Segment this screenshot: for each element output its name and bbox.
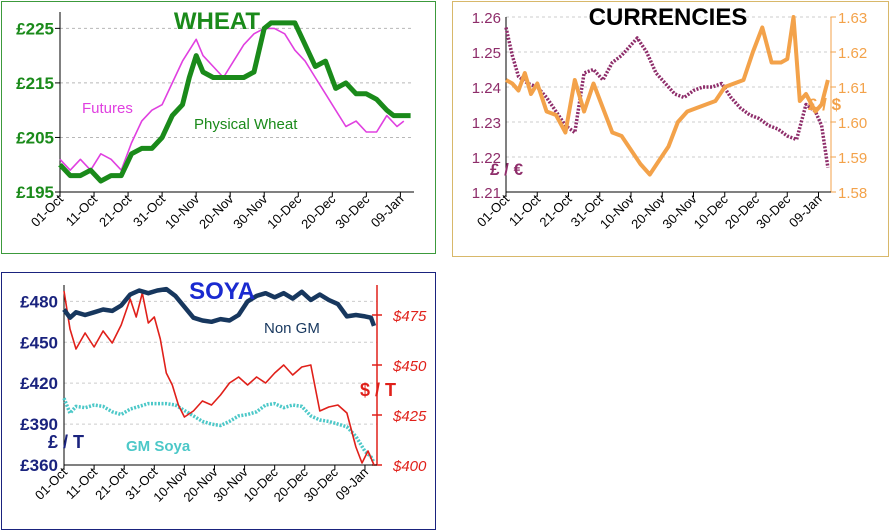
- gbp-usd-axis-label: £ / $: [808, 95, 842, 114]
- wheat-chart-title: WHEAT: [174, 8, 261, 35]
- currencies-left-tick-label: 1.22: [472, 150, 501, 167]
- soya-x-tick-label: 09-Jan: [332, 465, 371, 504]
- currencies-chart: 1.21 1.22 1.23 1.24 1.25 1.26 1.58 1.59 1.60 1.61…: [472, 4, 867, 232]
- wheat-x-tick-label: 10-Dec: [264, 191, 305, 232]
- currencies-x-tick-label: 09-Jan: [786, 192, 825, 231]
- wheat-y-tick-label: £215: [16, 74, 54, 93]
- wheat-x-tick-label: 20-Nov: [196, 191, 237, 232]
- wheat-x-tick-label: 20-Dec: [298, 191, 339, 232]
- wheat-futures-label: Futures: [82, 100, 133, 117]
- wheat-x-tick-label: 30-Dec: [332, 191, 373, 232]
- soya-left-tick-label: £360: [20, 456, 58, 475]
- currencies-left-tick-label: 1.24: [472, 80, 501, 97]
- wheat-y-tick-label: £205: [16, 128, 54, 147]
- wheat-x-tick-label: 10-Nov: [162, 191, 203, 232]
- gbp-eur-line: [504, 27, 830, 168]
- wheat-chart-panel: £195 £205 £215 £225 01-Oct 11-Oct 21-Oct 31-Oct…: [1, 1, 436, 254]
- soya-chart-panel: £360 £390 £420 £450 £480 $400 $425 $450 $475 01-O…: [1, 272, 436, 530]
- nongm-line: [62, 286, 377, 327]
- wheat-x-tick-label: 11-Oct: [63, 191, 101, 229]
- soya-left-tick-label: £390: [20, 415, 58, 434]
- wheat-x-tick-label: 09-Jan: [368, 192, 407, 231]
- wheat-x-tick-label: 21-Oct: [96, 191, 134, 229]
- soya-right-tick-label: $400: [392, 458, 427, 475]
- soya-chart: £360£390£420£450£480$400$425$450$47501-O…: [20, 278, 427, 505]
- wheat-y-tick-label: £225: [16, 19, 54, 38]
- currencies-x-tick-label: 21-Oct: [536, 191, 574, 229]
- currencies-left-tick-label: 1.23: [472, 115, 501, 132]
- wheat-physical-line: [58, 20, 411, 184]
- soya-right-tick-label: $450: [392, 358, 427, 375]
- currencies-right-tick-label: 1.59: [838, 150, 867, 167]
- soya-left-tick-label: £420: [20, 374, 58, 393]
- wheat-y-tick-label: £195: [16, 183, 54, 202]
- currencies-left-tick-label: 1.21: [472, 185, 501, 202]
- currencies-left-tick-label: 1.26: [472, 10, 501, 27]
- gbp-eur-axis-label: £ / €: [490, 160, 524, 179]
- wheat-physical-label: Physical Wheat: [194, 116, 298, 133]
- currencies-left-tick-label: 1.25: [472, 45, 501, 62]
- soya-x-tick-label: 11-Oct: [63, 464, 101, 502]
- currencies-x-tick-label: 30-Dec: [753, 191, 794, 232]
- usd-per-tonne-axis-label: $ / T: [360, 380, 396, 400]
- soya-chart-title: SOYA: [189, 278, 255, 305]
- wheat-chart: £195£205£215£22501-Oct11-Oct21-Oct31-Oct…: [16, 8, 414, 232]
- currencies-right-tick-label: 1.58: [838, 185, 867, 202]
- soya-right-tick-label: $475: [392, 308, 427, 325]
- gm-soya-label: GM Soya: [126, 438, 191, 455]
- soya-right-tick-label: $425: [392, 408, 427, 425]
- currencies-right-tick-label: 1.61: [838, 80, 867, 97]
- gbp-per-tonne-axis-label: £ / T: [48, 432, 84, 452]
- gbp-usd-line: [505, 15, 830, 177]
- currencies-right-tick-label: 1.63: [838, 10, 867, 27]
- wheat-x-tick-label: 30-Nov: [230, 191, 271, 232]
- usd-soya-line: [63, 290, 375, 466]
- nongm-label: Non GM: [264, 320, 320, 337]
- soya-x-tick-label: 21-Oct: [92, 464, 130, 502]
- soya-left-tick-label: £450: [20, 333, 58, 352]
- currencies-x-tick-label: 11-Oct: [506, 191, 544, 229]
- currencies-right-tick-label: 1.62: [838, 45, 867, 62]
- soya-x-tick-label: 30-Dec: [301, 464, 342, 505]
- wheat-futures-line: [59, 27, 405, 171]
- soya-left-tick-label: £480: [20, 292, 58, 311]
- currencies-chart-panel: 1.21 1.22 1.23 1.24 1.25 1.26 1.58 1.59 1.60 1.61…: [452, 1, 889, 257]
- currencies-right-tick-label: 1.60: [838, 115, 867, 132]
- gm-soya-line: [62, 397, 376, 464]
- wheat-x-tick-label: 31-Oct: [130, 191, 168, 229]
- currencies-chart-title: CURRENCIES: [589, 4, 748, 31]
